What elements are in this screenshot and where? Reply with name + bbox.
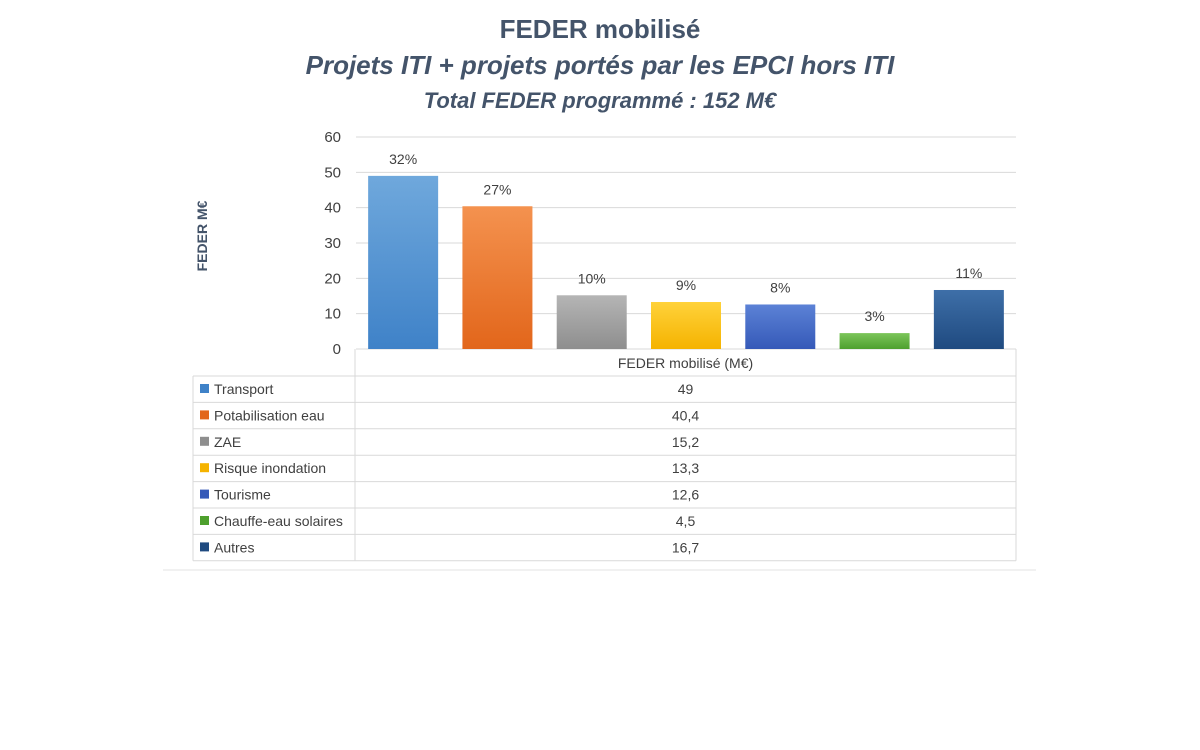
table-row-label: Chauffe-eau solaires xyxy=(214,513,343,529)
data-table: FEDER mobilisé (M€) Transport 49 Potabilisa… xyxy=(163,349,1036,571)
legend-key xyxy=(200,410,209,420)
table-row-label: Tourisme xyxy=(214,487,271,503)
y-tick-label: 40 xyxy=(324,200,341,217)
table-row-label: Transport xyxy=(214,381,274,397)
y-tick-label: 30 xyxy=(324,235,341,252)
legend-key xyxy=(200,489,209,499)
chart-subtitle-total: Total FEDER programmé : 152 M€ xyxy=(423,88,777,113)
bar-potabilisation-eau xyxy=(462,206,533,349)
bar-tourisme xyxy=(745,304,816,349)
chart-title: FEDER mobilisé xyxy=(499,14,701,44)
bar-risque-inondation xyxy=(651,302,721,349)
percent-label: 8% xyxy=(770,279,790,295)
legend-key xyxy=(200,463,209,473)
bars xyxy=(368,175,1004,349)
table-row-label: Autres xyxy=(214,539,254,555)
percent-label: 27% xyxy=(483,181,511,197)
y-tick-label: 60 xyxy=(324,129,341,146)
y-axis-label: FEDER M€ xyxy=(194,200,210,271)
y-axis-ticks: 0 10 20 30 40 50 60 xyxy=(324,129,341,358)
percent-labels: 32% 27% 10% 9% 8% 3% 11% xyxy=(389,151,982,324)
bar-autres xyxy=(933,289,1004,349)
table-row-value: 49 xyxy=(678,381,694,397)
percent-label: 10% xyxy=(578,270,606,286)
table-row-value: 4,5 xyxy=(676,513,696,529)
y-tick-label: 0 xyxy=(333,341,341,358)
y-tick-label: 20 xyxy=(324,270,341,287)
bar-zae xyxy=(556,295,627,349)
percent-label: 32% xyxy=(389,151,417,167)
table-row-label: Potabilisation eau xyxy=(214,407,325,423)
legend-key xyxy=(200,542,209,552)
table-row-label: Risque inondation xyxy=(214,460,326,476)
table-row-value: 40,4 xyxy=(672,407,699,423)
table-header: FEDER mobilisé (M€) xyxy=(618,355,753,371)
legend-key xyxy=(200,436,209,446)
table-row-value: 16,7 xyxy=(672,539,699,555)
y-tick-label: 10 xyxy=(324,306,341,323)
table-row-value: 15,2 xyxy=(672,434,699,450)
bar-transport xyxy=(368,175,439,349)
table-row-value: 13,3 xyxy=(672,460,699,476)
legend-key xyxy=(200,384,209,393)
percent-label: 9% xyxy=(676,277,696,293)
table-row-value: 12,6 xyxy=(672,487,699,503)
bar-chauffe-eau-solaires xyxy=(839,333,910,349)
legend-key xyxy=(200,516,209,525)
table-row-label: ZAE xyxy=(214,434,241,450)
y-tick-label: 50 xyxy=(324,164,341,181)
chart-subtitle: Projets ITI + projets portés par les EPC… xyxy=(305,50,895,80)
percent-label: 11% xyxy=(955,265,982,281)
percent-label: 3% xyxy=(864,308,884,324)
